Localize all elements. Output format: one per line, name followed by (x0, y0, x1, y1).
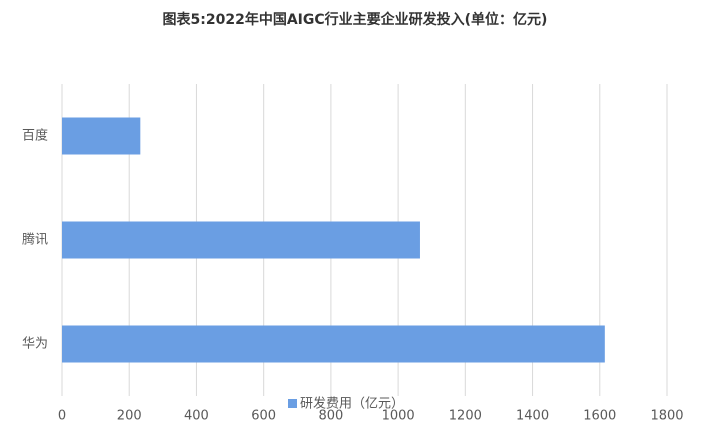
legend-label: 研发费用（亿元） (300, 396, 404, 412)
x-tick-label: 600 (251, 409, 276, 424)
x-tick-label: 800 (318, 409, 343, 424)
bar (62, 221, 420, 259)
x-tick-label: 400 (184, 409, 209, 424)
bar (62, 117, 141, 155)
legend-swatch (288, 399, 297, 408)
x-tick-label: 1800 (650, 409, 683, 424)
x-tick-label: 0 (58, 409, 66, 424)
x-tick-label: 1400 (516, 409, 549, 424)
x-tick-label: 1000 (382, 409, 415, 424)
chart-title: 图表5:2022年中国AIGC行业主要企业研发投入(单位：亿元) (163, 11, 548, 28)
y-tick-label: 腾讯 (22, 232, 48, 248)
y-tick-label: 百度 (22, 128, 48, 144)
x-tick-label: 200 (117, 409, 142, 424)
x-tick-label: 1200 (449, 409, 482, 424)
x-tick-label: 1600 (583, 409, 616, 424)
bar (62, 325, 605, 363)
y-tick-label: 华为 (22, 337, 48, 352)
